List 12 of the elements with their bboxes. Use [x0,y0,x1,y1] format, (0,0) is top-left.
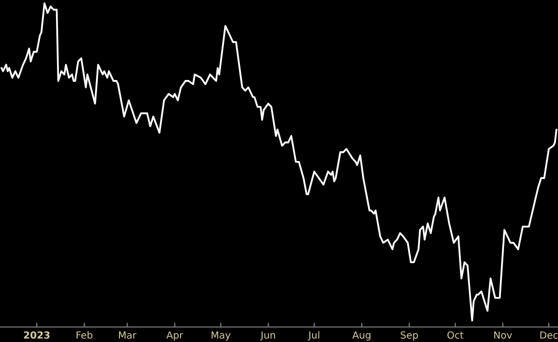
x-tick-label: Mar [119,331,136,339]
x-tick-label: Feb [76,331,92,339]
x-tick-label: Sep [400,331,418,341]
x-tick-label: Apr [166,331,184,341]
x-tick-label: Nov [494,331,512,339]
x-tick-label: May [212,331,231,341]
x-tick-label: Dec [540,331,558,339]
x-tick-label: Jul [308,331,320,340]
x-tick-label: Oct [447,331,464,339]
x-tick-label: Jun [260,331,276,340]
x-tick-label: Aug [352,331,370,341]
x-tick-label: 2023 [24,331,50,339]
